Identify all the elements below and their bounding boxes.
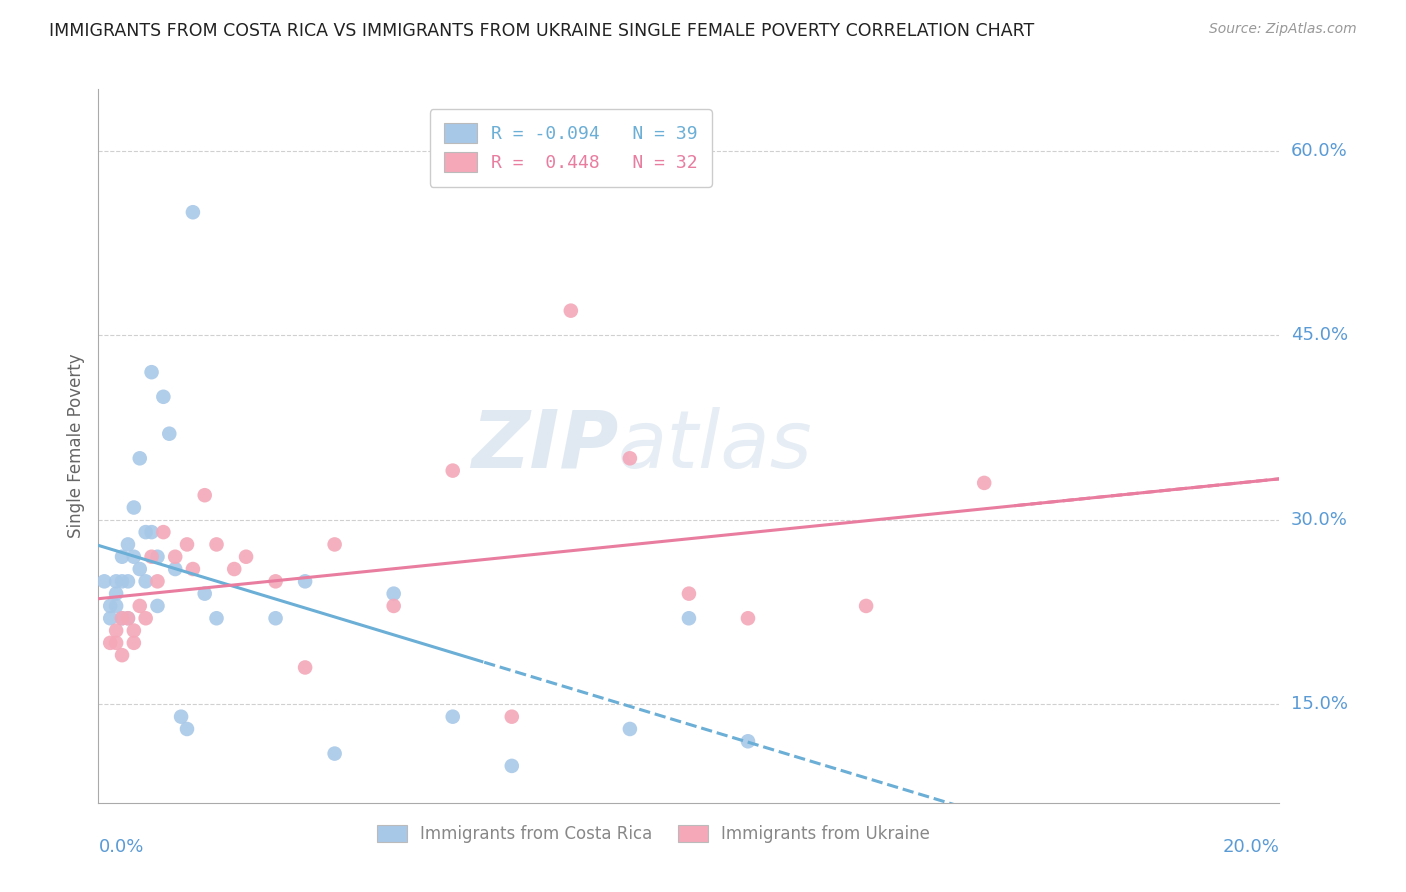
Point xyxy=(855,599,877,613)
Legend: Immigrants from Costa Rica, Immigrants from Ukraine: Immigrants from Costa Rica, Immigrants f… xyxy=(368,817,938,852)
Point xyxy=(441,464,464,478)
Point xyxy=(737,611,759,625)
Point xyxy=(141,365,163,379)
Point xyxy=(135,525,157,540)
Point xyxy=(122,636,145,650)
Point xyxy=(152,525,174,540)
Text: ZIP: ZIP xyxy=(471,407,619,485)
Text: IMMIGRANTS FROM COSTA RICA VS IMMIGRANTS FROM UKRAINE SINGLE FEMALE POVERTY CORR: IMMIGRANTS FROM COSTA RICA VS IMMIGRANTS… xyxy=(49,22,1035,40)
Point xyxy=(135,611,157,625)
Point xyxy=(165,562,187,576)
Point xyxy=(105,587,128,601)
Point xyxy=(194,587,217,601)
Point xyxy=(264,611,287,625)
Point xyxy=(165,549,187,564)
Point xyxy=(619,722,641,736)
Point xyxy=(146,549,169,564)
Point xyxy=(560,303,582,318)
Point xyxy=(176,537,198,551)
Point xyxy=(128,451,150,466)
Point xyxy=(117,537,139,551)
Point xyxy=(146,599,169,613)
Y-axis label: Single Female Poverty: Single Female Poverty xyxy=(66,354,84,538)
Point xyxy=(128,562,150,576)
Point xyxy=(122,624,145,638)
Text: 45.0%: 45.0% xyxy=(1291,326,1348,344)
Point xyxy=(105,599,128,613)
Point xyxy=(181,205,204,219)
Point xyxy=(205,537,228,551)
Point xyxy=(122,549,145,564)
Point xyxy=(152,390,174,404)
Point xyxy=(111,611,134,625)
Text: 30.0%: 30.0% xyxy=(1291,511,1347,529)
Point xyxy=(205,611,228,625)
Point xyxy=(501,709,523,723)
Text: Source: ZipAtlas.com: Source: ZipAtlas.com xyxy=(1209,22,1357,37)
Point xyxy=(117,611,139,625)
Point xyxy=(128,599,150,613)
Point xyxy=(111,549,134,564)
Point xyxy=(105,624,128,638)
Point xyxy=(973,475,995,490)
Point xyxy=(264,574,287,589)
Point xyxy=(501,759,523,773)
Point xyxy=(157,426,180,441)
Point xyxy=(235,549,257,564)
Point xyxy=(122,500,145,515)
Point xyxy=(678,611,700,625)
Point xyxy=(323,537,346,551)
Point xyxy=(98,611,121,625)
Text: atlas: atlas xyxy=(619,407,813,485)
Point xyxy=(135,574,157,589)
Point xyxy=(93,574,115,589)
Point xyxy=(117,611,139,625)
Text: 15.0%: 15.0% xyxy=(1291,696,1347,714)
Point xyxy=(111,648,134,662)
Point xyxy=(181,562,204,576)
Point xyxy=(678,587,700,601)
Point xyxy=(111,574,134,589)
Point xyxy=(176,722,198,736)
Point xyxy=(98,599,121,613)
Point xyxy=(382,599,405,613)
Point xyxy=(194,488,217,502)
Point xyxy=(141,549,163,564)
Point xyxy=(141,525,163,540)
Point xyxy=(323,747,346,761)
Point xyxy=(294,574,316,589)
Point xyxy=(117,574,139,589)
Text: 20.0%: 20.0% xyxy=(1223,838,1279,856)
Point xyxy=(170,709,193,723)
Point xyxy=(294,660,316,674)
Point xyxy=(619,451,641,466)
Text: 60.0%: 60.0% xyxy=(1291,142,1347,160)
Point xyxy=(105,574,128,589)
Point xyxy=(737,734,759,748)
Point xyxy=(111,611,134,625)
Point xyxy=(382,587,405,601)
Point xyxy=(105,636,128,650)
Point xyxy=(224,562,246,576)
Point xyxy=(146,574,169,589)
Point xyxy=(441,709,464,723)
Text: 0.0%: 0.0% xyxy=(98,838,143,856)
Point xyxy=(98,636,121,650)
